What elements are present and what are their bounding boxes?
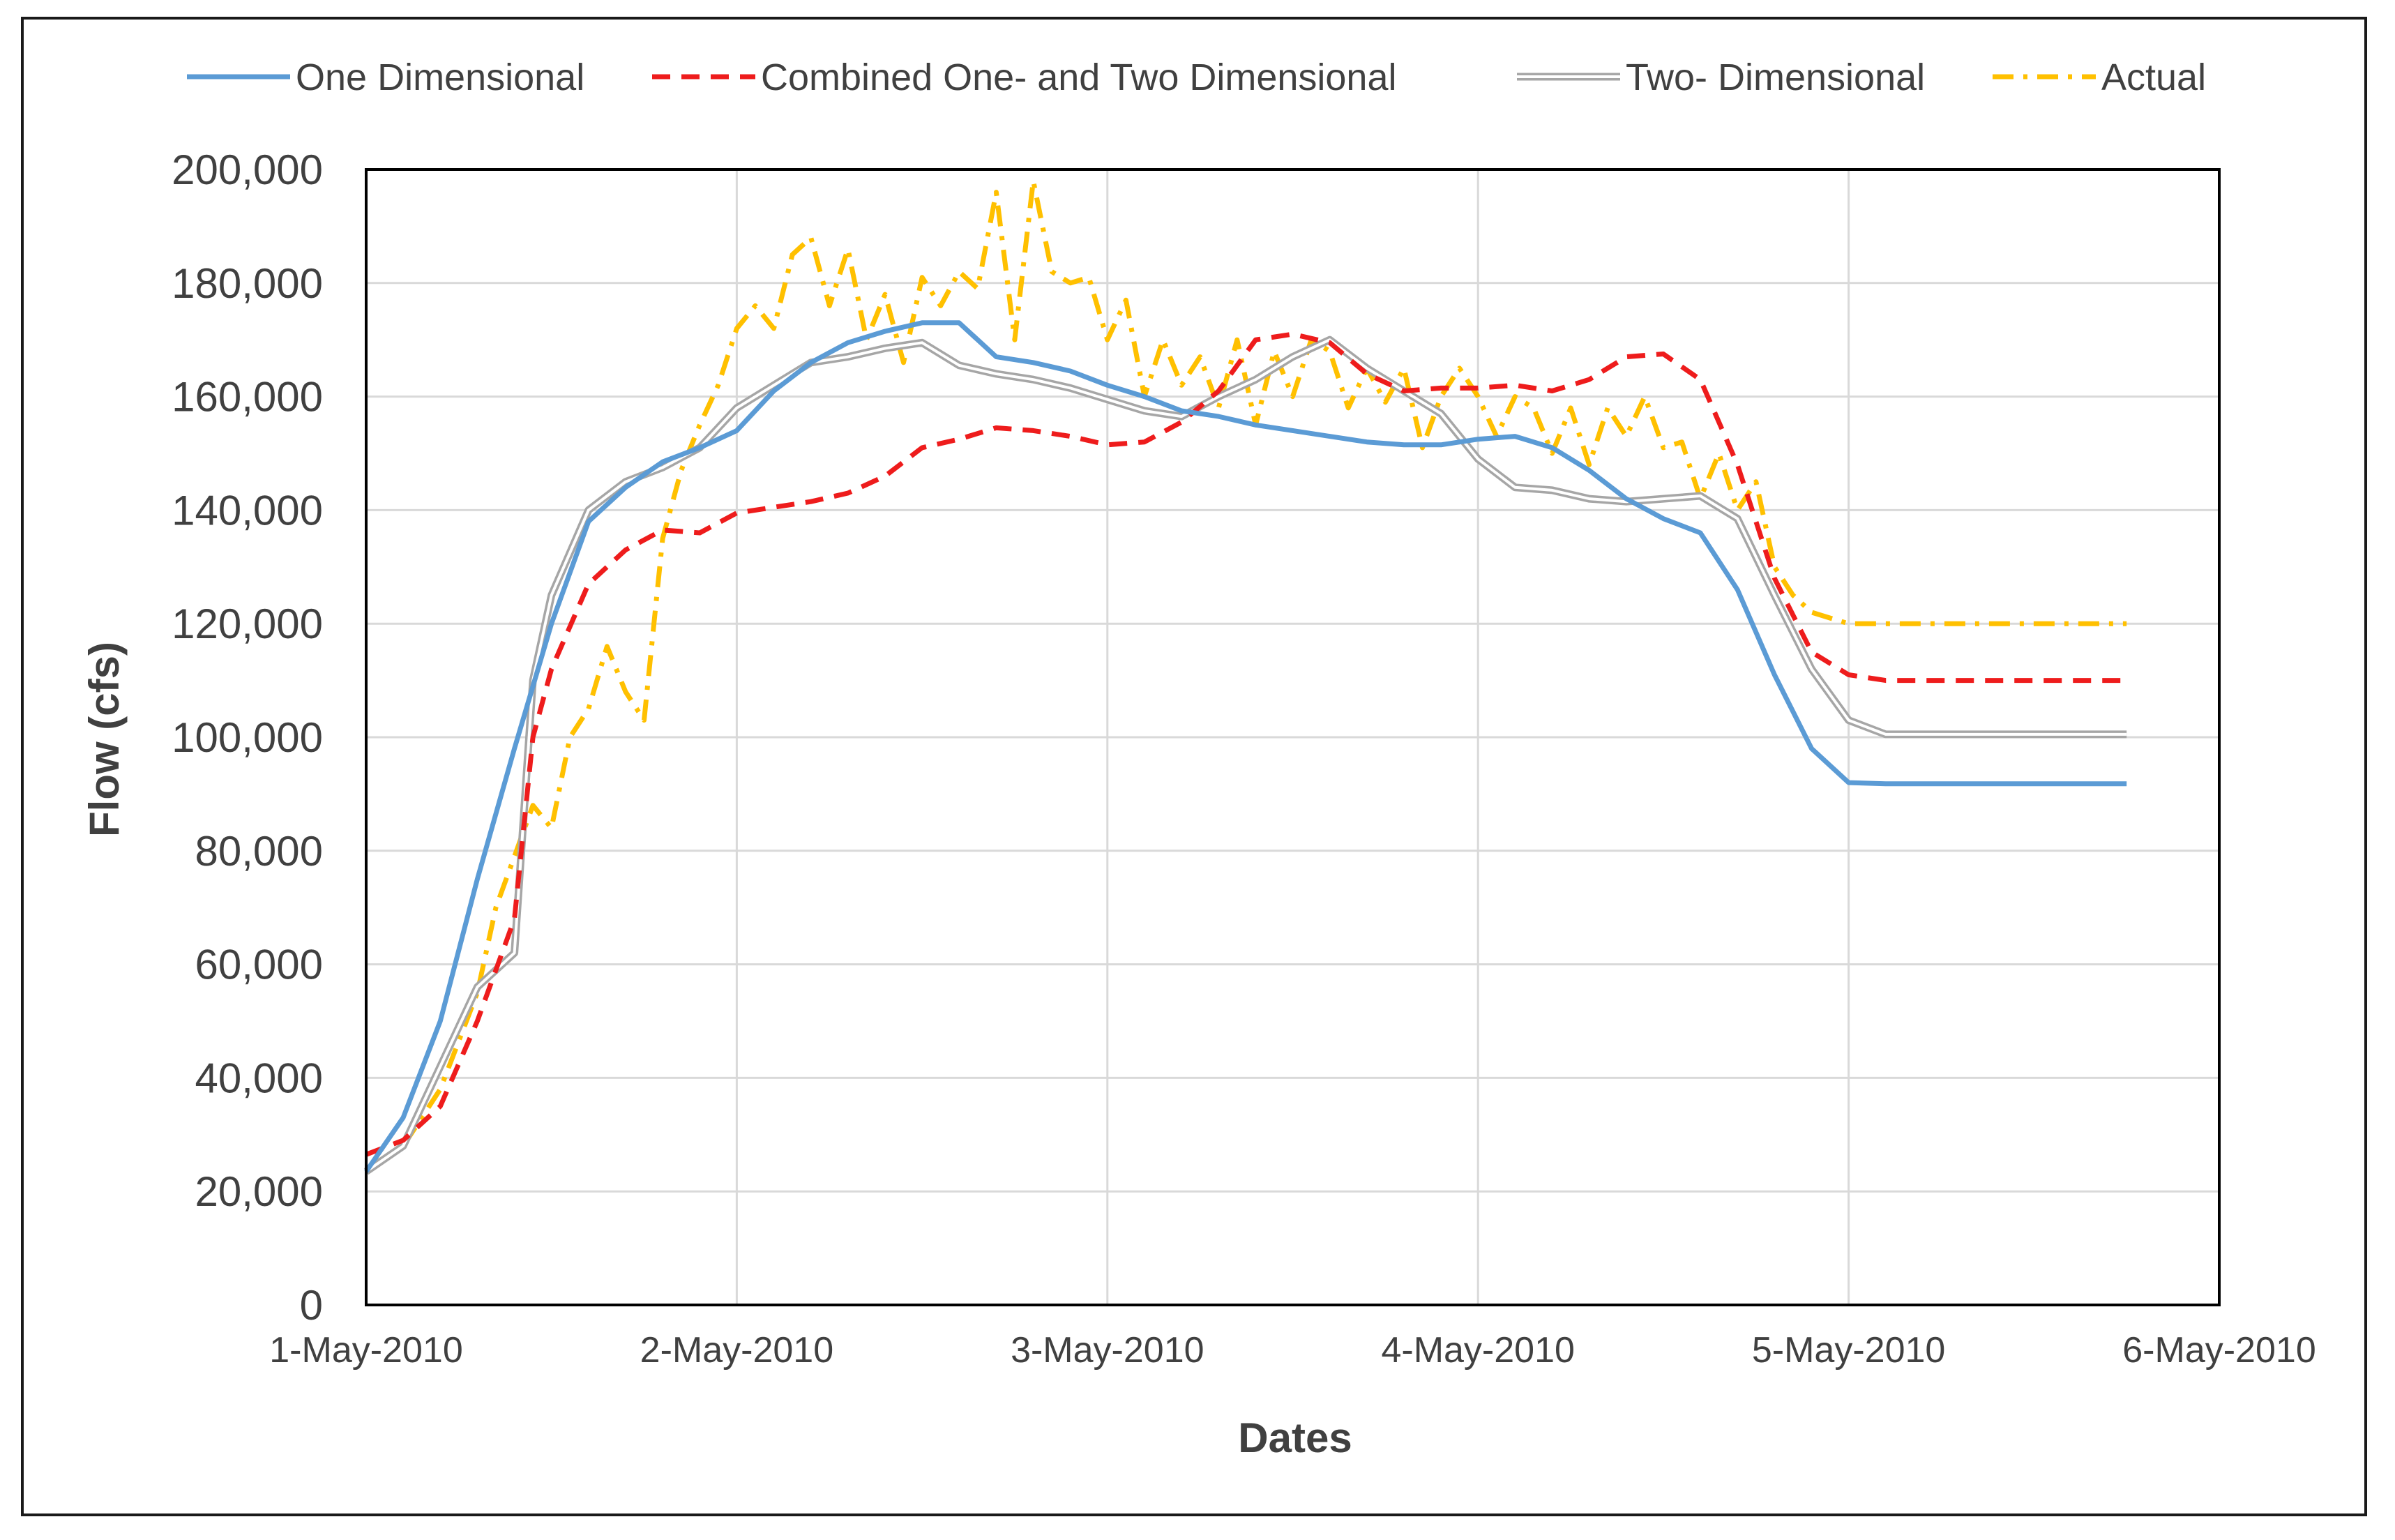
series-group <box>364 320 2127 1173</box>
y-tick-label: 100,000 <box>172 714 323 761</box>
y-tick-label: 140,000 <box>172 487 323 534</box>
series-line <box>364 320 2127 1173</box>
legend-label: Combined One- and Two Dimensional <box>761 56 1397 98</box>
x-tick-label: 3-May-2010 <box>1011 1330 1204 1371</box>
x-tick-label: 2-May-2010 <box>640 1330 833 1371</box>
y-tick-label: 80,000 <box>195 828 323 875</box>
legend-label: One Dimensional <box>296 56 584 98</box>
y-tick-label: 0 <box>300 1282 323 1329</box>
plot-area-border <box>365 168 2221 1306</box>
legend-label: Actual <box>2101 56 2206 98</box>
legend-item: One Dimensional <box>187 56 584 98</box>
series-line <box>365 331 2127 1157</box>
y-tick-label: 40,000 <box>195 1055 323 1101</box>
y-tick-label: 20,000 <box>195 1168 323 1215</box>
series-line-inner <box>365 338 2127 1173</box>
x-axis-ticks: 1-May-2010 2-May-2010 3-May-2010 4-May-2010… <box>269 1330 2315 1371</box>
series-group <box>365 331 2127 1157</box>
x-tick-label: 4-May-2010 <box>1381 1330 1574 1371</box>
x-tick-label: 6-May-2010 <box>2122 1330 2315 1371</box>
y-tick-label: 60,000 <box>195 942 323 988</box>
legend-item: Combined One- and Two Dimensional <box>652 56 1397 98</box>
y-axis-title: Flow (cfs) <box>81 642 128 837</box>
y-tick-label: 120,000 <box>172 601 323 647</box>
legend-label: Two- Dimensional <box>1626 56 1925 98</box>
legend-item: Actual <box>1993 56 2206 98</box>
x-tick-label: 1-May-2010 <box>269 1330 462 1371</box>
series-lines <box>363 178 2127 1175</box>
y-tick-label: 160,000 <box>172 374 323 421</box>
y-tick-label: 200,000 <box>172 146 323 193</box>
series-group <box>363 335 2127 1175</box>
legend-item: Two- Dimensional <box>1517 56 1925 98</box>
series-line <box>365 178 2127 1171</box>
chart-frame <box>21 17 2367 1516</box>
x-tick-label: 5-May-2010 <box>1752 1330 1945 1371</box>
legend: One Dimensional Combined One- and Two Dim… <box>187 56 2206 98</box>
x-axis-title: Dates <box>1238 1414 1352 1461</box>
series-group <box>365 178 2127 1171</box>
y-tick-label: 180,000 <box>172 260 323 307</box>
series-line <box>363 335 2127 1175</box>
y-axis-ticks: 0 20,000 40,000 60,000 80,000 100,000 120,000 1… <box>172 146 323 1329</box>
